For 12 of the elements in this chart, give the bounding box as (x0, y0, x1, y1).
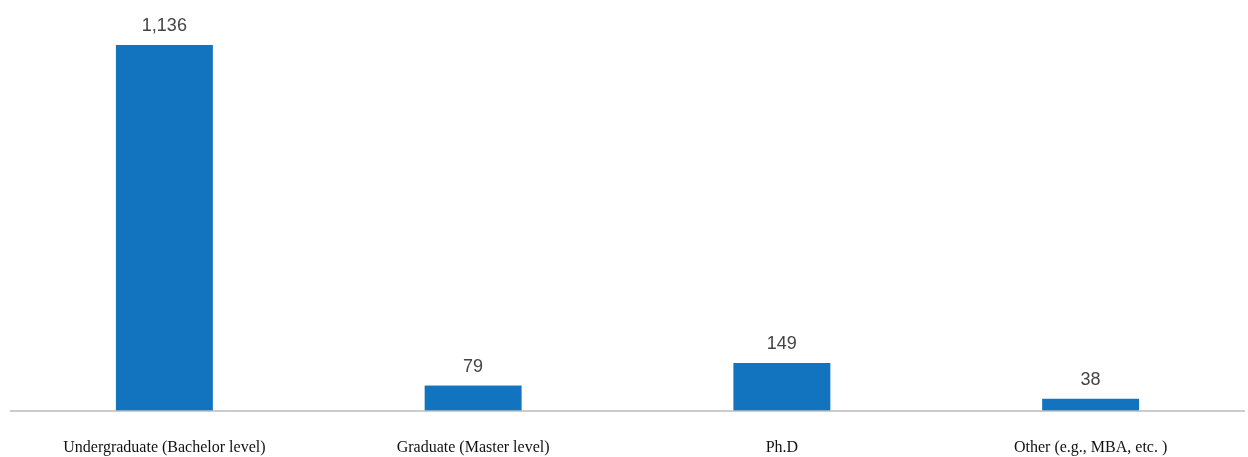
x-tick-label: Other (e.g., MBA, etc. ) (1013, 438, 1168, 456)
x-tick-label: Undergraduate (Bachelor level) (63, 438, 266, 456)
x-tick-label: Ph.D (765, 438, 799, 455)
bar (115, 45, 213, 411)
bar (1042, 398, 1140, 411)
x-tick-label: Graduate (Master level) (396, 438, 550, 456)
data-label: 149 (766, 332, 797, 353)
bar (424, 385, 522, 411)
bar (733, 363, 831, 411)
data-label: 79 (463, 355, 484, 376)
data-label: 38 (1080, 368, 1101, 389)
data-label: 1,136 (141, 15, 187, 35)
